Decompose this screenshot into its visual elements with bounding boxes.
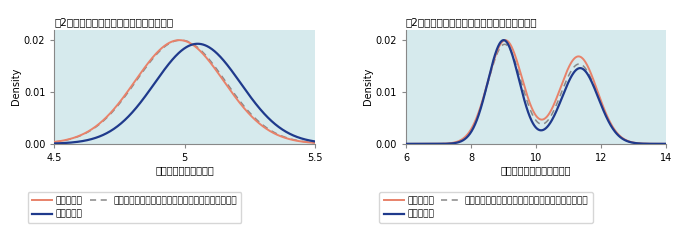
Legend: 政策変更前, 政策変更後, 政策変更後（仮想現実：政策変更がなかった場合）: 政策変更前, 政策変更後, 政策変更後（仮想現実：政策変更がなかった場合） <box>379 192 593 223</box>
X-axis label: 事業所総労働時間の対数値: 事業所総労働時間の対数値 <box>501 166 571 176</box>
Y-axis label: Density: Density <box>11 68 21 105</box>
Text: 図2右：政策変更前後の事業所総労働時間分布: 図2右：政策変更前後の事業所総労働時間分布 <box>406 18 538 28</box>
Y-axis label: Density: Density <box>362 68 373 105</box>
X-axis label: 平均労働時間の対数値: 平均労働時間の対数値 <box>155 166 214 176</box>
Legend: 政策変更前, 政策変更後, 政策変更後（仮想現実：政策変更がなかった場合）: 政策変更前, 政策変更後, 政策変更後（仮想現実：政策変更がなかった場合） <box>28 192 241 223</box>
Text: 図2左：政策変更前後の平均労働時間分布: 図2左：政策変更前後の平均労働時間分布 <box>54 18 173 28</box>
